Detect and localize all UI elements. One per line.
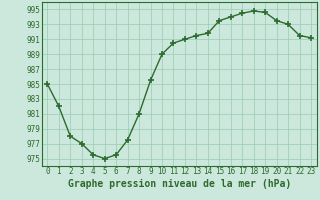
X-axis label: Graphe pression niveau de la mer (hPa): Graphe pression niveau de la mer (hPa) bbox=[68, 179, 291, 189]
